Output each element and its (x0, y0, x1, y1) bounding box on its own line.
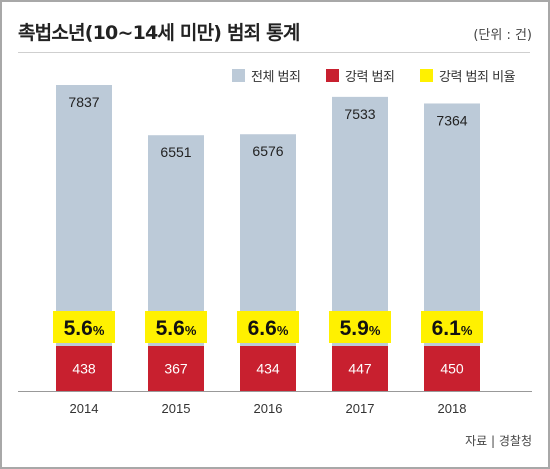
source-credit: 자료 | 경찰청 (465, 434, 532, 448)
ratio-box (329, 311, 391, 343)
legend-swatch-total (232, 69, 245, 82)
legend-label-ratio: 강력 범죄 비율 (439, 70, 516, 85)
ratio-box (421, 311, 483, 343)
unit-label: (단위 : 건) (473, 28, 532, 43)
total-value-label: 7533 (344, 106, 375, 122)
total-crime-bar (424, 103, 480, 392)
x-tick-label: 2016 (254, 401, 283, 416)
violent-value-label: 450 (440, 361, 464, 377)
legend-swatch-violent (326, 69, 339, 82)
violent-value-label: 434 (256, 361, 280, 377)
x-tick-label: 2017 (346, 401, 375, 416)
legend-item-ratio: 강력 범죄 비율 (420, 66, 516, 85)
x-tick-label: 2014 (70, 401, 99, 416)
total-value-label: 7837 (68, 94, 99, 110)
violent-crime-bar (56, 346, 112, 391)
ratio-value-label: 6.1% (432, 317, 473, 340)
legend-item-violent: 강력 범죄 (326, 66, 395, 85)
legend-item-total: 전체 범죄 (232, 66, 301, 85)
violent-crime-bar (332, 346, 388, 391)
ratio-value-label: 5.6% (64, 317, 105, 340)
ratio-value-label: 5.9% (340, 317, 381, 340)
violent-crime-bar (240, 346, 296, 391)
total-value-label: 6551 (160, 144, 191, 160)
violent-value-label: 367 (164, 361, 188, 377)
ratio-value-label: 6.6% (248, 317, 289, 340)
violent-crime-bar (148, 346, 204, 391)
title-divider (18, 52, 530, 53)
ratio-box (237, 311, 299, 343)
x-tick-label: 2018 (438, 401, 467, 416)
total-crime-bar (56, 85, 112, 391)
legend-label-total: 전체 범죄 (251, 70, 301, 85)
violent-crime-bar (424, 346, 480, 391)
total-value-label: 6576 (252, 143, 283, 159)
chart-title: 촉법소년(10~14세 미만) 범죄 통계 (18, 22, 300, 44)
ratio-value-label: 5.6% (156, 317, 197, 340)
violent-value-label: 438 (72, 361, 96, 377)
x-tick-label: 2015 (162, 401, 191, 416)
legend-swatch-ratio (420, 69, 433, 82)
ratio-box (53, 311, 115, 343)
ratio-box (145, 311, 207, 343)
total-value-label: 7364 (436, 112, 467, 128)
legend-label-violent: 강력 범죄 (345, 70, 395, 85)
violent-value-label: 447 (348, 361, 372, 377)
legend: 전체 범죄 강력 범죄 강력 범죄 비율 (0, 66, 550, 86)
